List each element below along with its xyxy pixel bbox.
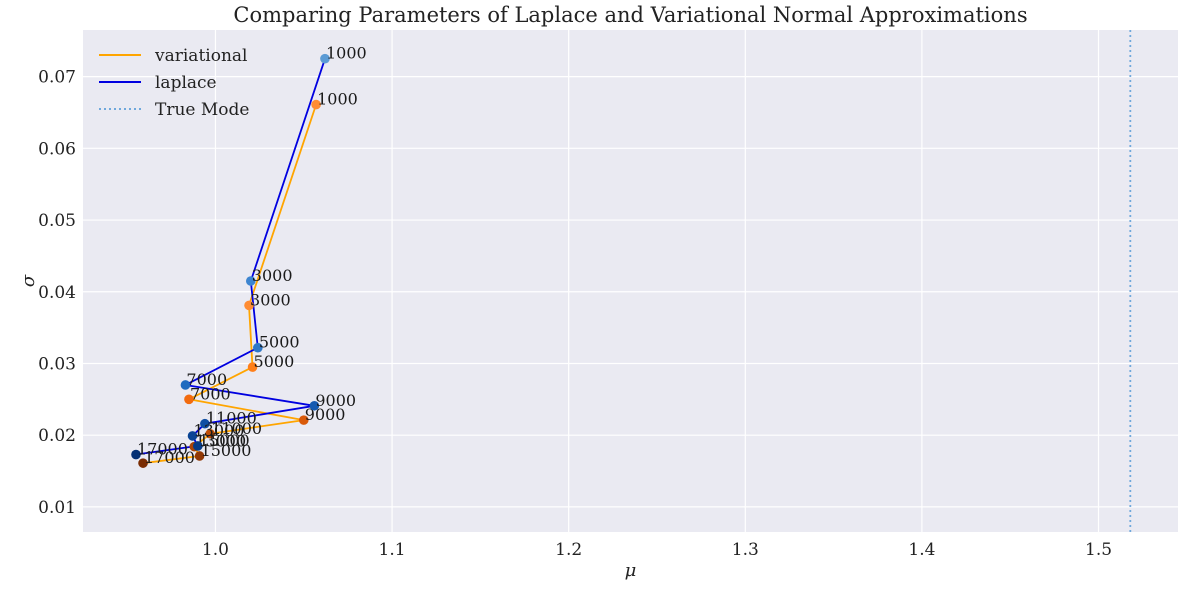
laplace-point-label: 13000	[194, 421, 245, 440]
laplace-point	[253, 342, 263, 353]
x-tick-label: 1.0	[202, 540, 229, 560]
laplace-point-label: 5000	[259, 333, 300, 352]
variational-point	[184, 394, 194, 405]
axis-ticks: 1.0 1.1 1.2 1.3 1.4 1.5 0.01 0.02 0.03 0.04 0.05 0.…	[38, 68, 1112, 560]
x-axis-label: μ	[625, 560, 637, 581]
y-tick-label: 0.02	[38, 426, 76, 446]
variational-point-label: 5000	[254, 352, 295, 371]
laplace-point-label: 17000	[137, 440, 188, 459]
laplace-point	[187, 431, 198, 441]
x-tick-label: 1.4	[908, 540, 935, 560]
laplace-point	[320, 53, 330, 64]
y-axis-label: σ	[18, 274, 39, 287]
laplace-point	[180, 380, 191, 390]
y-tick-label: 0.03	[38, 354, 76, 374]
laplace-point	[309, 400, 320, 411]
variational-point-label: 11000	[211, 419, 262, 438]
variational-point-label: 13000	[195, 432, 246, 451]
variational-point	[205, 428, 215, 439]
legend-label: laplace	[155, 73, 217, 93]
grid-lines	[83, 30, 1178, 532]
variational-point	[194, 451, 205, 461]
variational-point	[247, 362, 258, 372]
y-tick-label: 0.05	[38, 211, 76, 231]
variational-point	[311, 99, 321, 110]
legend: variational laplace True Mode	[99, 46, 249, 120]
variational-point	[298, 415, 309, 425]
laplace-point-label: 3000	[252, 266, 293, 285]
laplace-point-label: 11000	[206, 409, 257, 428]
legend-label: variational	[154, 46, 247, 66]
series-layer: 1000300050007000900011000130001500017000…	[131, 30, 1132, 532]
variational-point-label: 7000	[190, 384, 231, 403]
chart-title: Comparing Parameters of Laplace and Vari…	[233, 3, 1027, 27]
variational-point	[138, 458, 148, 468]
y-tick-label: 0.06	[38, 139, 76, 159]
laplace-point-label: 7000	[186, 370, 227, 389]
y-tick-label: 0.04	[38, 283, 76, 303]
variational-point-label: 15000	[201, 441, 252, 460]
x-tick-label: 1.3	[732, 540, 759, 560]
legend-label: True Mode	[155, 100, 249, 120]
variational-point-label: 3000	[250, 290, 291, 309]
x-tick-label: 1.2	[555, 540, 582, 560]
laplace-point	[192, 441, 203, 451]
laplace-point-label: 1000	[326, 44, 367, 63]
laplace-point	[200, 418, 210, 429]
x-tick-label: 1.1	[379, 540, 406, 560]
laplace-point	[131, 449, 141, 460]
y-tick-label: 0.07	[38, 68, 76, 88]
variational-point-label: 17000	[144, 448, 195, 467]
laplace-point-label: 9000	[315, 391, 356, 410]
plot-area	[83, 30, 1178, 532]
variational-point	[244, 300, 254, 311]
laplace-point-label: 15000	[199, 431, 250, 450]
variational-point-label: 1000	[317, 90, 358, 109]
laplace-point	[245, 276, 256, 286]
y-tick-label: 0.01	[38, 498, 76, 518]
x-tick-label: 1.5	[1085, 540, 1112, 560]
